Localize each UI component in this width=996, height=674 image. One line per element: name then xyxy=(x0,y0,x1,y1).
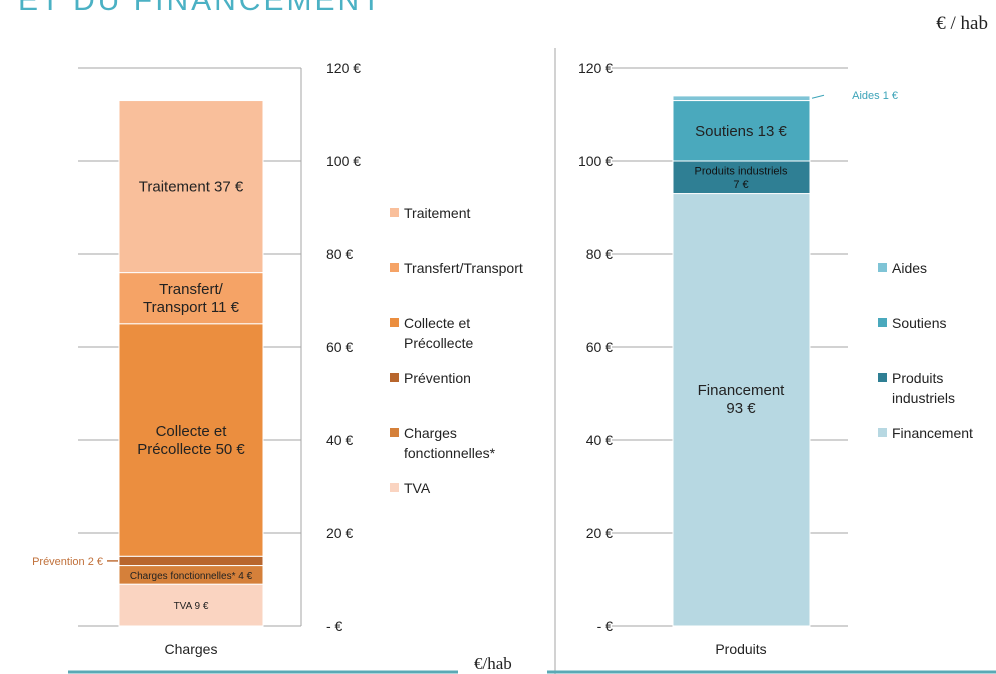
legend-item-tva: TVA xyxy=(390,478,430,498)
charges-tick-label: 20 € xyxy=(326,525,353,541)
legend-item-transfert: Transfert/Transport xyxy=(390,258,523,278)
legend-label: Transfert/Transport xyxy=(404,260,523,276)
legend-swatch xyxy=(390,373,399,382)
produits-category-label: Produits xyxy=(715,641,766,657)
charges-bar-collecte-et-pr-collecte xyxy=(118,323,264,557)
legend-swatch xyxy=(390,318,399,327)
legend-item-charges-fonctionnelles: Charges fonctionnelles* xyxy=(390,423,495,463)
charges-tick-label: 60 € xyxy=(326,339,353,355)
charges-bar-transfert-transport xyxy=(118,272,264,325)
unit-label-bottom: €/hab xyxy=(474,654,512,673)
charges-tick-label: 40 € xyxy=(326,432,353,448)
legend-label: Produits industriels xyxy=(892,370,956,406)
legend-label: Prévention xyxy=(404,370,471,386)
legend-item-aides: Aides xyxy=(878,258,927,278)
legend-item-collecte: Collecte et Précollecte xyxy=(390,313,473,353)
legend-label: Collecte et Précollecte xyxy=(404,315,474,351)
page-title: ET DU FINANCEMENT xyxy=(18,0,384,17)
produits-bar-soutiens xyxy=(672,100,811,162)
legend-label: TVA xyxy=(404,480,431,496)
produits-tick-label: 60 € xyxy=(586,339,613,355)
legend-swatch xyxy=(878,318,887,327)
produits-segment-label: Soutiens 13 € xyxy=(695,123,787,140)
legend-item-financement: Financement xyxy=(878,423,973,443)
legend-item-produits-industriels: Produits industriels xyxy=(878,368,955,408)
legend-item-traitement: Traitement xyxy=(390,203,470,223)
legend-label: Charges fonctionnelles* xyxy=(404,425,496,461)
charges-segment-label: Transfert/Transport 11 € xyxy=(143,281,240,316)
legend-swatch xyxy=(878,428,887,437)
produits-tick-label: 100 € xyxy=(578,153,613,169)
legend-swatch xyxy=(390,483,399,492)
charges-bar-pr-vention xyxy=(118,555,264,567)
charges-bar-traitement xyxy=(118,100,264,274)
legend-swatch xyxy=(390,208,399,217)
financement-label: Financement 93 € xyxy=(698,382,786,417)
produits-tick-label: 40 € xyxy=(586,432,613,448)
charges-category-label: Charges xyxy=(165,641,218,657)
produits-tick-label: 120 € xyxy=(578,60,613,76)
charges-fonctionnelles-label: Charges fonctionnelles* 4 € xyxy=(130,571,253,582)
aides-leader-line xyxy=(811,94,825,99)
aides-label: Aides 1 € xyxy=(852,90,898,102)
legend-label: Soutiens xyxy=(892,315,947,331)
produits-tick-label: 20 € xyxy=(586,525,613,541)
legend-swatch xyxy=(390,263,399,272)
charges-segment-label: Collecte et Précollecte 50 € xyxy=(137,423,245,458)
prevention-label: Prévention 2 € xyxy=(32,556,103,568)
legend-item-prevention: Prévention xyxy=(390,368,471,388)
legend-label: Aides xyxy=(892,260,928,276)
legend-item-soutiens: Soutiens xyxy=(878,313,946,333)
charges-bar-tva xyxy=(118,583,264,627)
legend-label: Financement xyxy=(892,425,973,441)
produits-tick-label: - € xyxy=(597,618,614,634)
unit-label-top: € / hab xyxy=(936,13,988,34)
charges-tick-label: 100 € xyxy=(326,153,361,169)
charges-tick-label: 120 € xyxy=(326,60,361,76)
produits-bar-aides xyxy=(672,95,811,102)
produits-industriels-label: Produits industriels 7 € xyxy=(695,166,788,191)
charges-tick-label: 80 € xyxy=(326,246,353,262)
legend-swatch xyxy=(878,263,887,272)
charges-segment-label: Traitement 37 € xyxy=(139,179,244,196)
produits-tick-label: 80 € xyxy=(586,246,613,262)
tva-label: TVA 9 € xyxy=(174,601,209,612)
legend-label: Traitement xyxy=(404,205,471,221)
charges-tick-label: - € xyxy=(326,618,343,634)
legend-swatch xyxy=(878,373,887,382)
produits-bar-financement xyxy=(672,193,811,627)
legend-swatch xyxy=(390,428,399,437)
